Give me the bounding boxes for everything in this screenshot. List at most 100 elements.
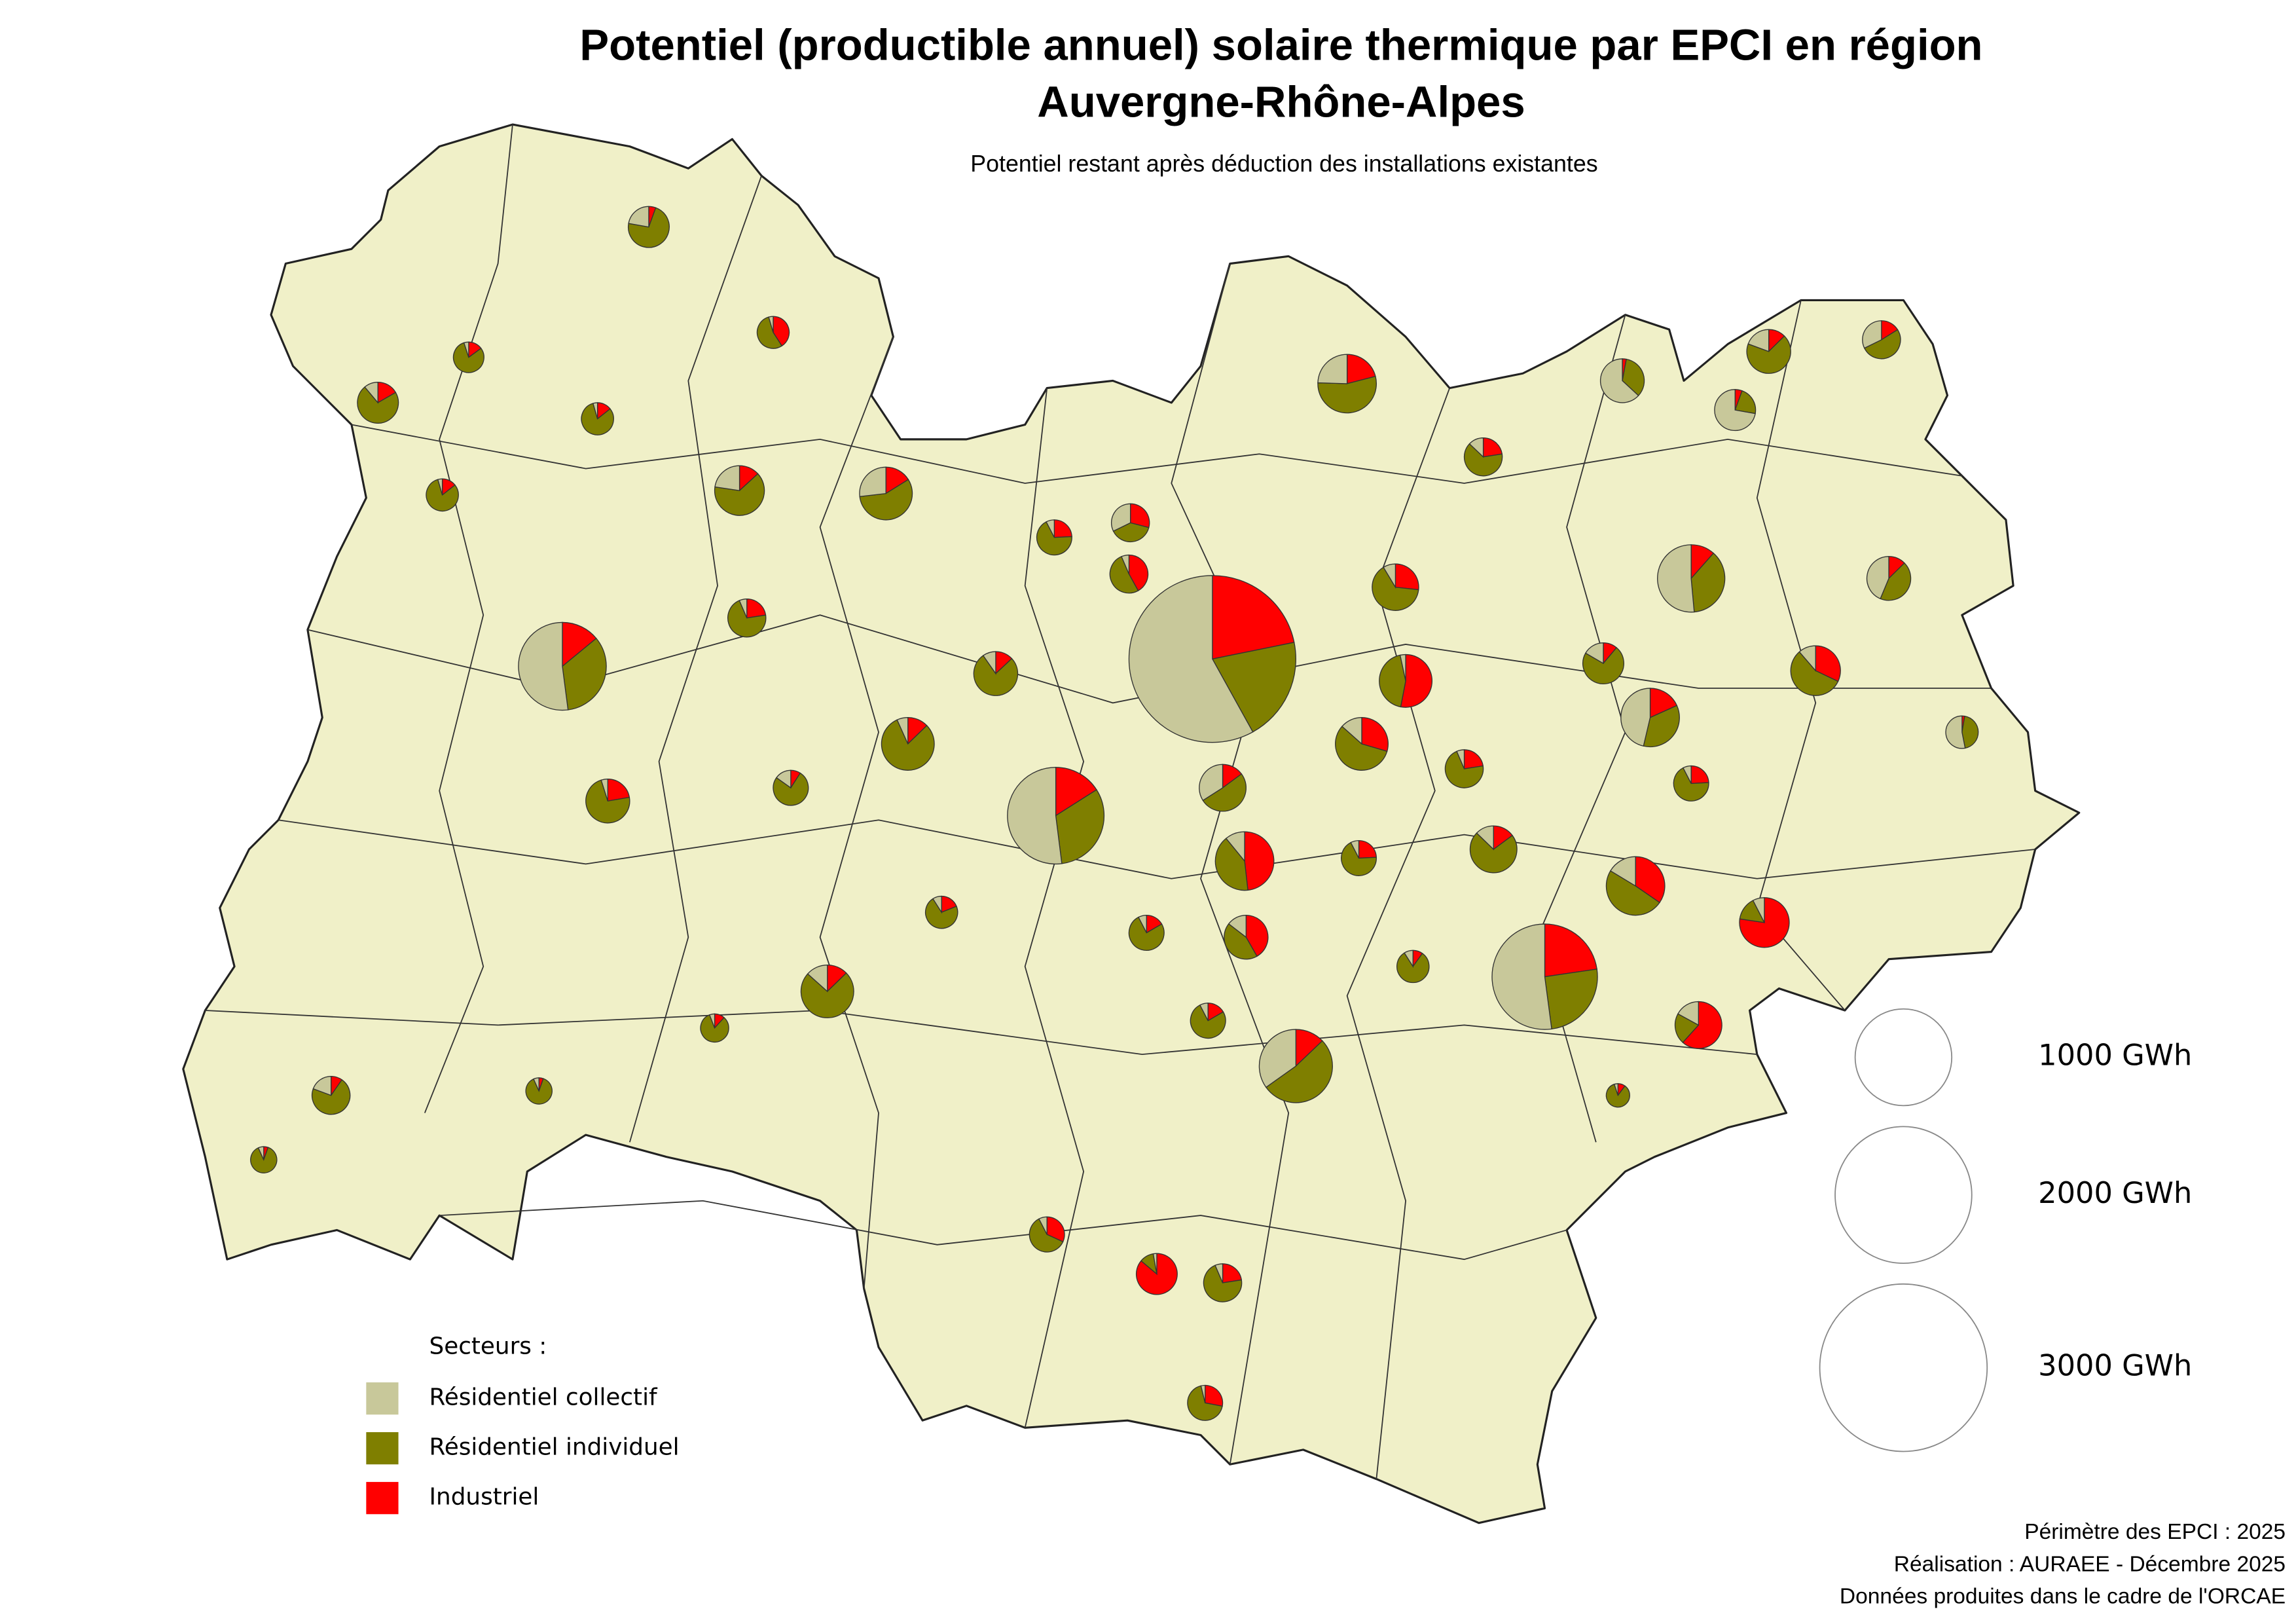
pie-slice	[1752, 897, 1765, 923]
epci-pie	[973, 651, 1019, 696]
legend-label: Résidentiel collectif	[429, 1384, 659, 1411]
pie-slice	[1128, 916, 1165, 951]
epci-pie	[1463, 437, 1503, 477]
pie-slice	[1863, 329, 1901, 360]
pie-slice	[1673, 767, 1709, 802]
pie-slice	[1657, 544, 1695, 613]
pie-slice	[250, 1147, 278, 1173]
credit-line: Réalisation : AURAEE - Décembre 2025	[1894, 1552, 2286, 1576]
epci-pie	[756, 316, 790, 349]
epci-pie	[1605, 856, 1666, 916]
pie-slice	[1746, 335, 1791, 374]
pie-slice	[562, 637, 607, 710]
pie-slice	[1341, 841, 1377, 876]
pie-slice	[1394, 563, 1419, 591]
epci-pie	[426, 478, 459, 512]
pie-slice	[1187, 1385, 1223, 1421]
pie-slice	[1224, 923, 1258, 960]
pie-slice	[1582, 647, 1624, 684]
pie-slice	[924, 898, 958, 929]
epci-pie	[357, 381, 399, 424]
pie-slice	[1456, 749, 1465, 769]
pie-slice	[426, 479, 459, 512]
pie-slice	[1244, 831, 1275, 891]
epci-pie	[881, 717, 935, 771]
epci-pie	[1582, 642, 1624, 684]
pie-slice	[1605, 870, 1660, 916]
epci-pie	[1444, 749, 1484, 788]
pie-slice	[1211, 642, 1296, 733]
epci-pie	[1605, 1083, 1630, 1108]
pie-slice	[1866, 556, 1889, 600]
pie-slice	[1714, 389, 1756, 432]
pie-slice	[1214, 1263, 1224, 1283]
epci-pie	[1203, 1263, 1243, 1302]
pie-slice	[1055, 767, 1097, 817]
pie-slice	[1121, 554, 1130, 574]
size-circle	[1819, 1283, 1988, 1452]
pie-slice	[1613, 1083, 1619, 1096]
epci-pie	[627, 206, 670, 248]
pie-slice	[1476, 825, 1494, 851]
pie-slice	[1317, 354, 1348, 384]
pie-slice	[463, 341, 469, 358]
pie-slice	[1677, 1001, 1700, 1026]
pie-slice	[1317, 375, 1377, 414]
size-legend: 1000 GWh 2000 GWh 3000 GWh	[1819, 1008, 2192, 1452]
pie-slice	[1609, 856, 1636, 887]
pie-slice	[1222, 1263, 1243, 1283]
epci-pie	[1199, 764, 1247, 812]
epci-pie	[700, 1013, 729, 1043]
pie-slice	[982, 651, 996, 675]
pie-slice	[1350, 840, 1360, 858]
pie-slice	[1643, 705, 1680, 748]
pie-slice	[1468, 437, 1484, 458]
epci-pie	[1673, 765, 1709, 802]
pie-slice	[1747, 329, 1770, 352]
pie-slice	[312, 1075, 332, 1096]
subtitle: Potentiel restant après déduction des in…	[970, 151, 1597, 177]
pie-slice	[1138, 915, 1147, 933]
epci-pie	[773, 769, 809, 806]
epci-pie	[1620, 688, 1680, 748]
pie-slice	[1682, 1001, 1722, 1049]
epci-pie	[1109, 554, 1149, 594]
epci-pie	[714, 465, 765, 516]
pie-slice	[1135, 1253, 1178, 1295]
epci-pie	[1214, 831, 1275, 891]
pie-slice	[1129, 503, 1150, 528]
pie-slice	[932, 895, 942, 914]
epci-pie	[452, 341, 484, 373]
pie-slice	[896, 717, 909, 745]
epci-pie	[1372, 563, 1419, 611]
pie-slice	[700, 1014, 729, 1043]
pie-slice	[1383, 563, 1396, 589]
pie-slice	[1225, 831, 1245, 862]
epci-pie	[1739, 897, 1790, 948]
epci-pie	[1379, 654, 1433, 708]
epci-pie	[1674, 1001, 1722, 1049]
epci-pie	[1657, 544, 1726, 613]
pie-slice	[1690, 552, 1726, 613]
legend-label: Industriel	[429, 1484, 539, 1511]
epci-pie	[250, 1146, 278, 1173]
pie-slice	[714, 473, 765, 516]
legend-label: Résidentiel individuel	[429, 1434, 680, 1461]
pie-slice	[1199, 764, 1224, 802]
pie-slice	[1790, 651, 1839, 696]
size-circle	[1854, 1008, 1953, 1107]
pie-slice	[1007, 767, 1063, 865]
pie-slice	[768, 316, 774, 333]
pie-slice	[1212, 575, 1295, 660]
title-line: Auvergne-Rhône-Alpes	[1037, 78, 1525, 127]
pie-slice	[1961, 715, 1979, 749]
pie-slice	[1734, 390, 1757, 415]
pie-slice	[1358, 840, 1377, 859]
pie-slice	[592, 402, 598, 419]
pie-slice	[1400, 654, 1433, 708]
pie-slice	[1635, 856, 1666, 904]
epci-pie	[727, 598, 767, 638]
legend-swatch	[366, 1432, 399, 1465]
